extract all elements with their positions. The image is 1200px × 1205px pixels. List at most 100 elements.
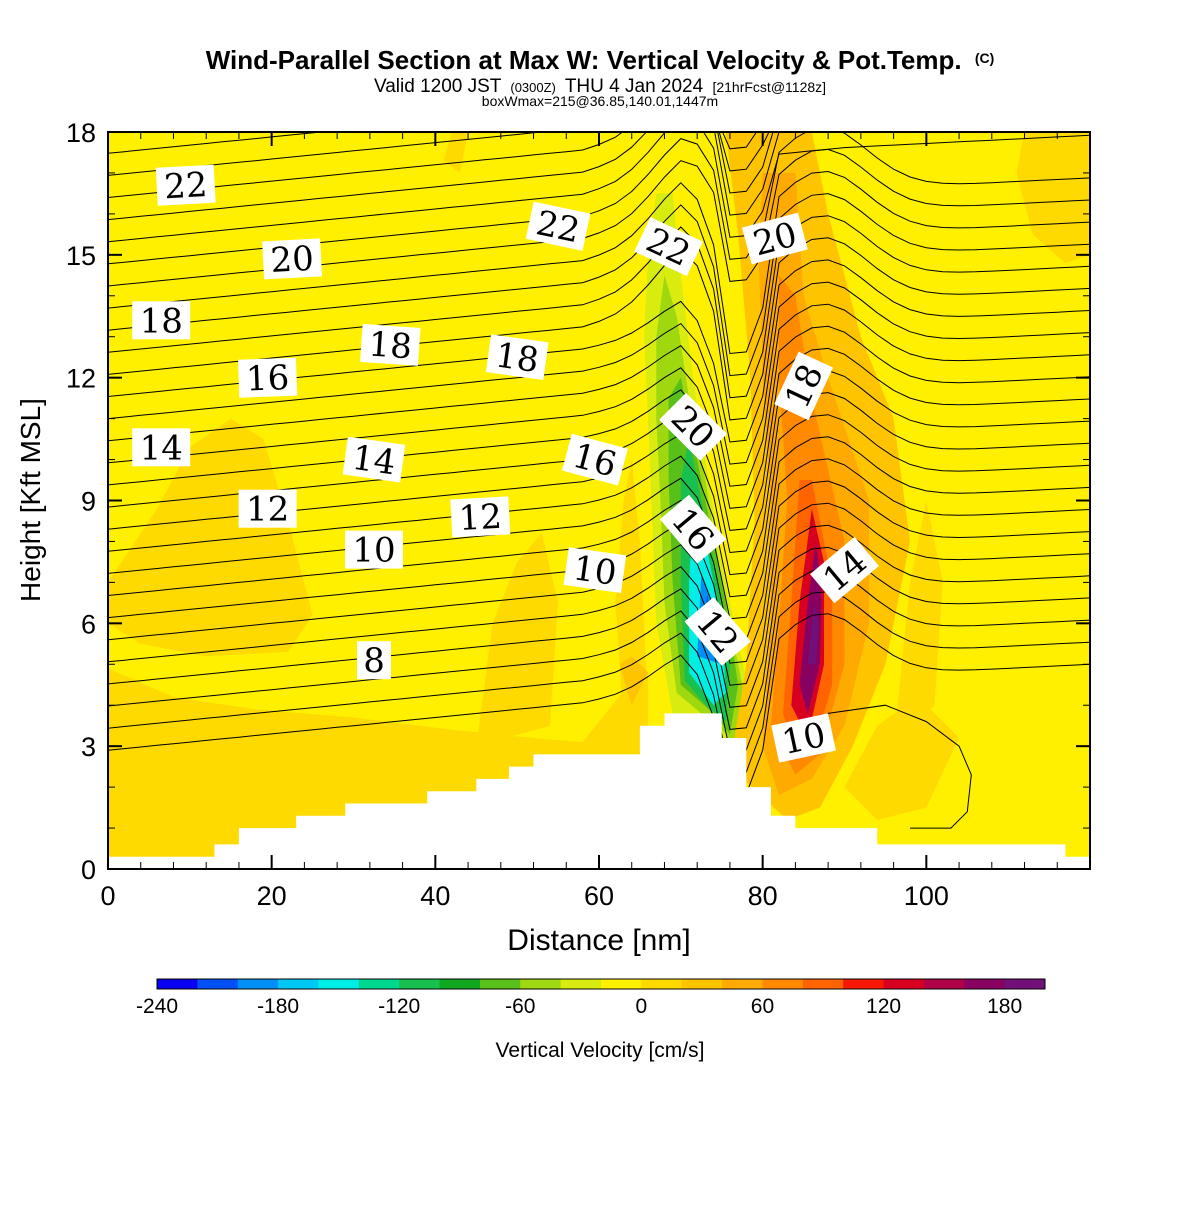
updraft-region [893, 500, 943, 747]
chart-title: Wind-Parallel Section at Max W: Vertical… [206, 45, 995, 75]
colorbar-swatch [762, 979, 804, 989]
updraft-region [619, 656, 649, 706]
contour-label: 12 [450, 496, 511, 539]
contour-label: 20 [262, 238, 323, 281]
box-info: boxWmax=215@36.85,140.01,1447m [482, 93, 718, 109]
y-axis: 0 3 6 9 12 15 18 [66, 118, 1090, 885]
colorbar-swatch [722, 979, 763, 989]
contour-label-box [450, 496, 511, 538]
updraft-region [1016, 132, 1090, 263]
colorbar-swatch [278, 979, 319, 989]
contour-label-box [684, 597, 751, 666]
contour-label-text: 18 [367, 324, 413, 367]
theta-contour [108, 132, 785, 221]
contour-label-box [659, 392, 728, 461]
contour-label: 12 [238, 489, 297, 530]
theta-contour [108, 347, 1090, 531]
colorbar-tick-label: -180 [257, 995, 299, 1018]
chart-subtitle: Valid 1200 JST (0300Z) THU 4 Jan 2024 [2… [374, 76, 826, 97]
colorbar-swatch [237, 979, 279, 989]
theta-contour [108, 303, 1090, 487]
colorbar-tick-label: -60 [505, 995, 535, 1018]
contour-label-box [132, 428, 191, 467]
contour-label-box [262, 238, 323, 280]
y-tick-label: 18 [66, 118, 96, 148]
colorbar-frame [156, 978, 1046, 990]
contour-label-box [345, 530, 403, 569]
contour-label-text: 14 [140, 428, 183, 468]
x-axis-label: Distance [nm] [507, 924, 690, 957]
theta-contour [108, 568, 1090, 753]
contour-label-box [132, 301, 191, 340]
contour-label-box [810, 536, 879, 604]
contour-label-box [360, 323, 421, 366]
colorbar-tick-label: 60 [751, 995, 774, 1018]
theta-contour [108, 215, 1090, 399]
contour-label-box [357, 641, 391, 680]
contour-label: 22 [525, 201, 591, 251]
colorbar-swatch [601, 979, 642, 989]
colorbar-tick-label: 180 [987, 995, 1022, 1018]
updraft-core [799, 541, 822, 714]
contour-label-box [342, 436, 406, 483]
contour-label-text: 12 [246, 490, 289, 530]
colorbar-swatch [923, 979, 965, 989]
contour-label-text: 22 [533, 203, 584, 251]
contour-label-text: 20 [270, 239, 315, 281]
contour-label-text: 10 [352, 531, 395, 571]
contour-label-box [771, 713, 836, 763]
contour-label-box [634, 217, 703, 277]
x-tick-label: 20 [257, 881, 287, 911]
colorbar-swatch [964, 979, 1006, 989]
y-tick-label: 3 [81, 732, 96, 762]
colorbar-swatch [399, 979, 441, 989]
theta-contour [108, 524, 1090, 708]
contour-label: 10 [771, 713, 836, 763]
updraft-core [807, 602, 820, 665]
colorbar-swatch [641, 979, 683, 989]
contour-label-box [659, 494, 727, 564]
y-tick-label: 15 [66, 241, 96, 271]
x-tick-label: 40 [420, 881, 450, 911]
contour-label-box [525, 201, 591, 251]
colorbar-label: Vertical Velocity [cm/s] [496, 1039, 705, 1062]
contour-label: 18 [485, 334, 549, 381]
colorbar-swatch [843, 979, 885, 989]
colorbar-swatch [157, 979, 198, 989]
updraft-region [615, 459, 649, 722]
updraft-region [476, 533, 559, 747]
theta-contour [108, 414, 1090, 598]
theta-contour [108, 458, 1090, 642]
contour-label-text: 18 [493, 335, 541, 381]
contour-label: 22 [155, 164, 216, 207]
theta-contour [108, 132, 770, 176]
colorbar-swatch [560, 979, 602, 989]
terrain-mask [108, 713, 1090, 869]
contour-label-box [741, 212, 808, 265]
theta-contour [108, 237, 1090, 421]
theta-contour [108, 170, 1090, 355]
contour-label-box [485, 334, 549, 381]
x-tick-label: 80 [748, 881, 778, 911]
contour-label: 10 [563, 547, 627, 594]
contour-label: 16 [237, 357, 298, 399]
colorbar-tick-label: 0 [636, 995, 648, 1018]
contour-label: 10 [345, 530, 403, 571]
colorbar: -240 -180 -120 -60 0 60 120 180 [136, 978, 1046, 1018]
colorbar-swatch [318, 979, 360, 989]
theta-contour [108, 281, 1090, 465]
contour-label-box [237, 357, 298, 398]
colorbar-swatch [439, 979, 481, 989]
theta-contour [108, 591, 1090, 775]
contour-label: 18 [360, 323, 421, 367]
contour-label-box [563, 547, 627, 593]
colorbar-swatch [197, 979, 239, 989]
updraft-region [844, 697, 960, 820]
colorbar-swatch [520, 979, 562, 989]
colorbar-swatch [1004, 979, 1046, 989]
theta-contour [778, 704, 972, 829]
